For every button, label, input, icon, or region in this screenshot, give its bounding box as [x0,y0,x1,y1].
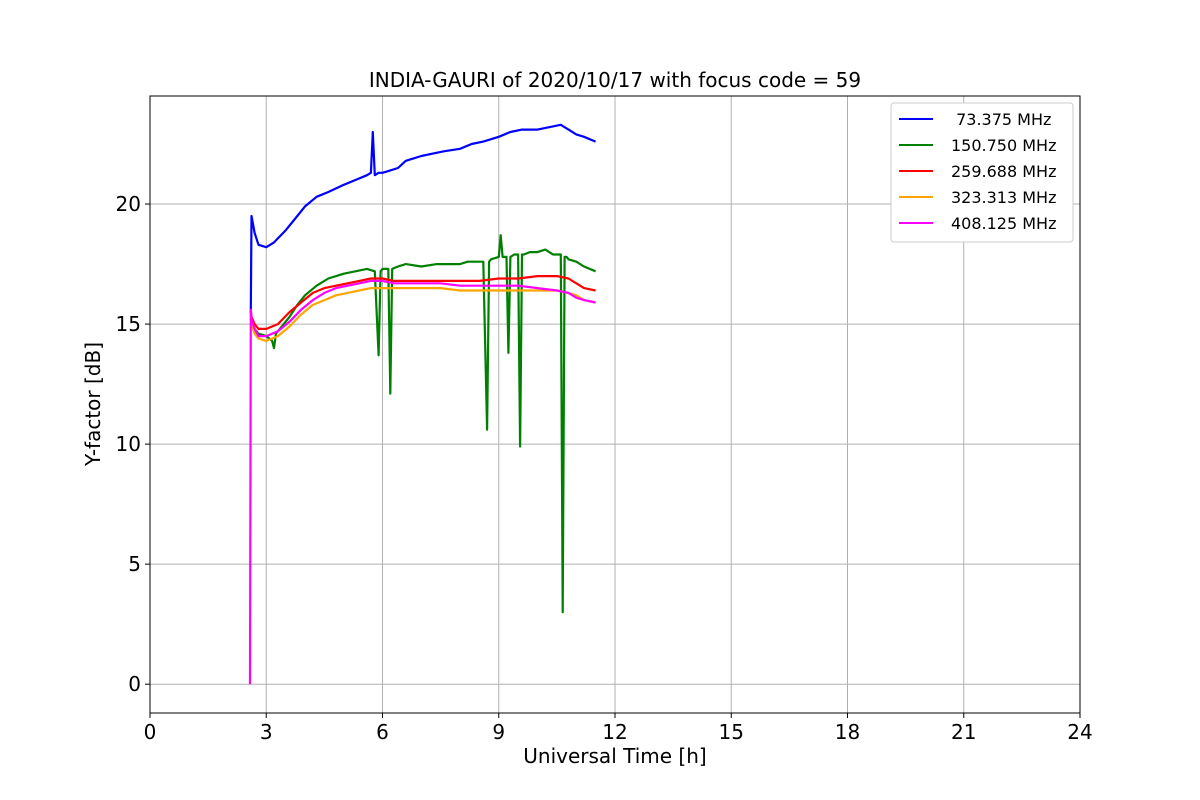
x-tick-label: 18 [835,720,860,744]
y-axis-ticks: 0 5 10 15 20 [116,192,150,696]
legend-label-3: 323.313 MHz [951,188,1056,207]
x-tick-label: 15 [719,720,744,744]
y-tick-label: 0 [128,672,141,696]
legend-label-4: 408.125 MHz [951,214,1056,233]
legend-label-1: 150.750 MHz [951,136,1056,155]
legend: 73.375 MHz 150.750 MHz 259.688 MHz 323.313 … [890,102,1074,243]
x-tick-label: 12 [602,720,627,744]
series-line-3 [249,287,596,342]
series-line-4 [248,279,596,685]
chart-title: INDIA-GAURI of 2020/10/17 with focus cod… [369,68,861,92]
y-axis-label: Y-factor [dB] [81,342,105,467]
series-line-0 [249,123,597,313]
series-group [248,123,597,685]
x-tick-label: 6 [376,720,389,744]
x-axis-ticks: 0 3 6 9 12 15 18 21 24 [144,713,1093,744]
y-tick-label: 5 [128,552,141,576]
x-tick-label: 0 [144,720,157,744]
legend-box [890,102,1074,243]
y-tick-label: 20 [116,192,141,216]
legend-label-0: 73.375 MHz [951,110,1051,129]
x-tick-label: 3 [260,720,273,744]
y-tick-label: 10 [116,432,141,456]
x-tick-label: 24 [1067,720,1092,744]
y-tick-label: 15 [116,312,141,336]
x-axis-label: Universal Time [h] [523,744,706,768]
legend-label-2: 259.688 MHz [951,162,1056,181]
x-tick-label: 9 [492,720,505,744]
series-line-2 [249,275,596,330]
x-tick-label: 21 [951,720,976,744]
